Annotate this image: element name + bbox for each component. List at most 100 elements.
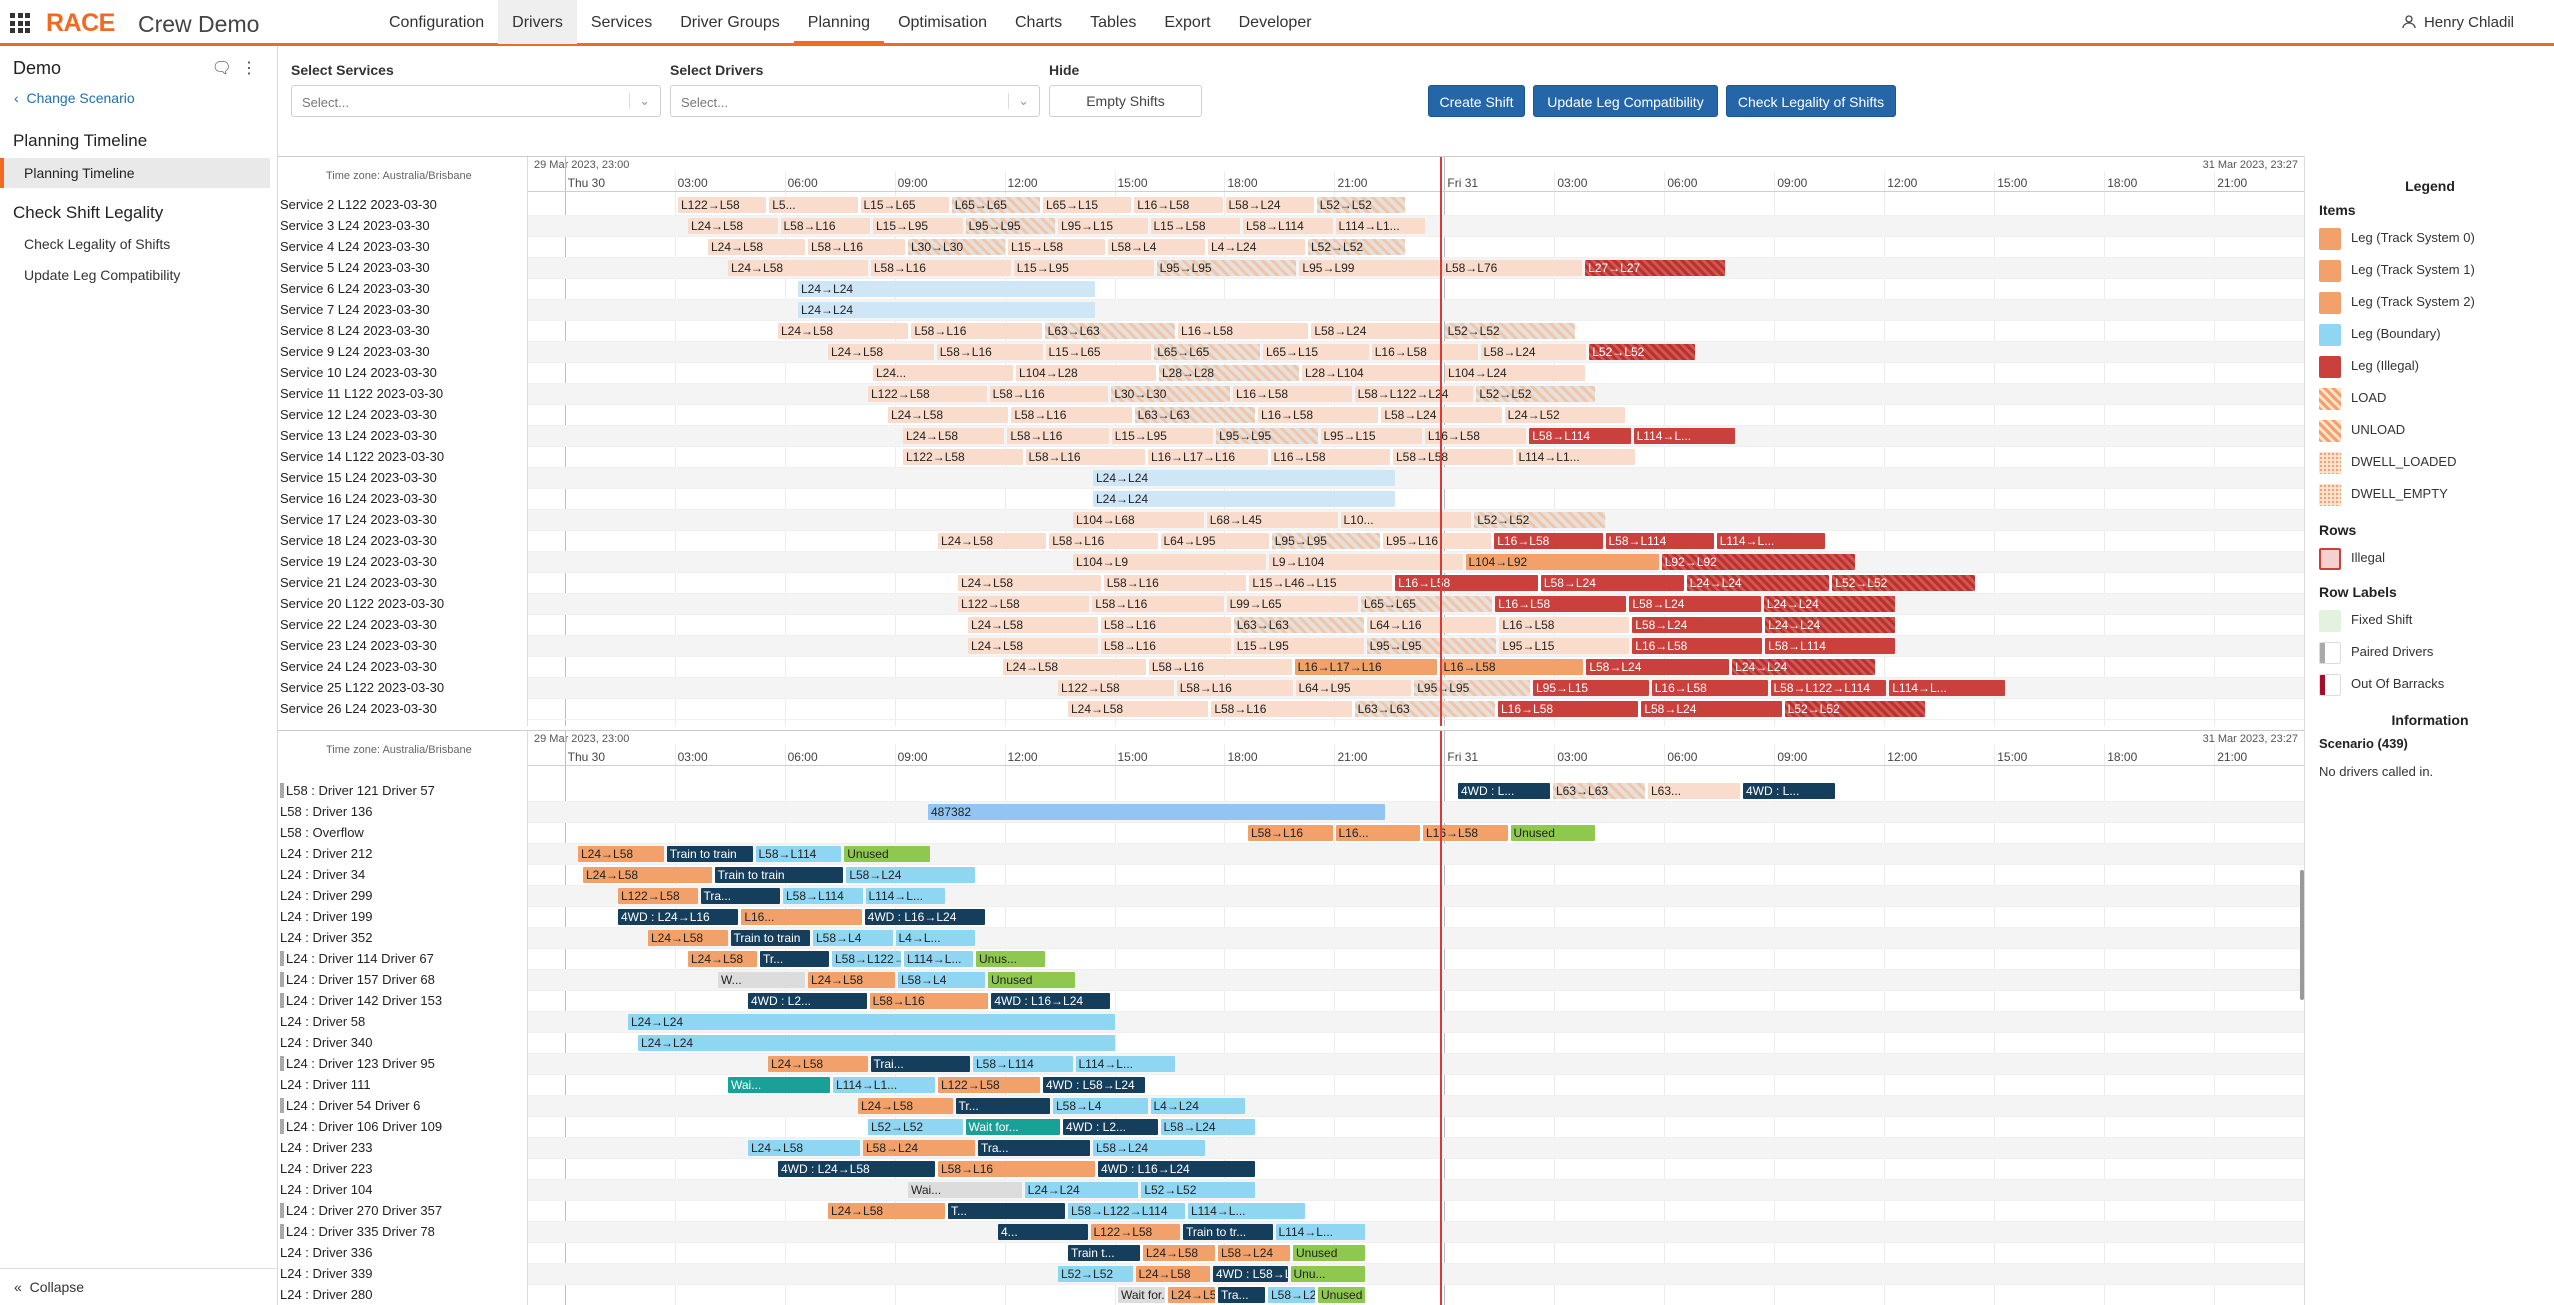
driver-row-label[interactable]: L24 : Driver 114 Driver 67 bbox=[280, 951, 434, 966]
driver-bar[interactable]: L52→L52 bbox=[868, 1119, 963, 1135]
driver-row[interactable] bbox=[528, 1201, 2304, 1222]
driver-row[interactable] bbox=[528, 802, 2304, 823]
service-row[interactable] bbox=[528, 699, 2304, 720]
service-bar[interactable]: L58→L16 bbox=[1176, 680, 1293, 696]
service-bar[interactable]: L52→L52 bbox=[1444, 323, 1575, 339]
driver-row-label[interactable]: L24 : Driver 280 bbox=[280, 1287, 373, 1302]
service-bar[interactable]: L52→L52 bbox=[1474, 512, 1605, 528]
service-bar[interactable]: L68→L45 bbox=[1206, 512, 1338, 528]
driver-row-label[interactable]: L24 : Driver 299 bbox=[280, 888, 373, 903]
service-row-label[interactable]: Service 11 L122 2023-03-30 bbox=[280, 386, 444, 401]
service-bar[interactable]: L104→L92 bbox=[1465, 554, 1659, 570]
service-row-label[interactable]: Service 22 L24 2023-03-30 bbox=[280, 617, 437, 632]
service-bar[interactable]: L95→L15 bbox=[1499, 638, 1630, 654]
service-bar[interactable]: L52→L52 bbox=[1832, 575, 1975, 591]
service-bar[interactable]: L58→L24 bbox=[1632, 617, 1763, 633]
service-bar[interactable]: L104→L24 bbox=[1445, 365, 1585, 381]
service-bar[interactable]: L27→L27 bbox=[1585, 260, 1725, 276]
services-select[interactable]: Select... ⌄ bbox=[291, 85, 661, 117]
service-bar[interactable]: L99→L65 bbox=[1226, 596, 1358, 612]
driver-bar[interactable]: 4WD : L24→L16 bbox=[618, 909, 739, 925]
service-row-label[interactable]: Service 23 L24 2023-03-30 bbox=[280, 638, 437, 653]
service-bar[interactable]: L16→L58 bbox=[1498, 701, 1639, 717]
nav-optimisation[interactable]: Optimisation bbox=[898, 14, 987, 31]
driver-row[interactable] bbox=[528, 907, 2304, 928]
driver-row-label[interactable]: L24 : Driver 336 bbox=[280, 1245, 373, 1260]
service-bar[interactable]: L24→L58 bbox=[778, 323, 909, 339]
driver-row[interactable] bbox=[528, 1264, 2304, 1285]
driver-bar[interactable]: Train to train bbox=[730, 930, 810, 946]
service-bar[interactable]: L58→L76 bbox=[1442, 260, 1583, 276]
service-row-label[interactable]: Service 21 L24 2023-03-30 bbox=[280, 575, 437, 590]
driver-bar[interactable]: Wait for... bbox=[1118, 1287, 1165, 1303]
service-bar[interactable]: L16→L58 bbox=[1134, 197, 1223, 213]
service-bar[interactable]: L114→L1... bbox=[1335, 218, 1425, 234]
service-row-label[interactable]: Service 17 L24 2023-03-30 bbox=[280, 512, 437, 527]
service-row[interactable] bbox=[528, 657, 2304, 678]
service-bar[interactable]: L65→L65 bbox=[1154, 344, 1260, 360]
service-bar[interactable]: L58→L114 bbox=[1765, 638, 1895, 654]
service-row-label[interactable]: Service 8 L24 2023-03-30 bbox=[280, 323, 430, 338]
sidebar-item-planning-timeline[interactable]: Planning Timeline bbox=[0, 158, 270, 188]
service-bar[interactable]: L24→L58 bbox=[828, 344, 934, 360]
service-row-label[interactable]: Service 4 L24 2023-03-30 bbox=[280, 239, 430, 254]
driver-bar[interactable]: L114→L1... bbox=[833, 1077, 935, 1093]
driver-bar[interactable]: L58→L16 bbox=[1248, 825, 1333, 841]
driver-bar[interactable]: L24→L58 bbox=[858, 1098, 953, 1114]
service-row[interactable] bbox=[528, 531, 2304, 552]
drivers-scrollbar[interactable] bbox=[2300, 870, 2304, 1000]
driver-bar[interactable]: L24→L58 bbox=[648, 930, 728, 946]
service-bar[interactable]: L15→L65 bbox=[860, 197, 949, 213]
driver-bar[interactable]: Unus... bbox=[976, 951, 1045, 967]
service-bar[interactable]: L24→L24 bbox=[1686, 575, 1830, 591]
service-bar[interactable]: L64→L95 bbox=[1295, 680, 1412, 696]
service-bar[interactable]: L63→L63 bbox=[1134, 407, 1255, 423]
service-bar[interactable]: L58→L16 bbox=[1092, 596, 1224, 612]
service-bar[interactable]: L58→L16 bbox=[1025, 449, 1145, 465]
service-bar[interactable]: L58→L24 bbox=[1540, 575, 1684, 591]
driver-bar[interactable]: L52→L52 bbox=[1058, 1266, 1133, 1282]
driver-bar[interactable]: L58→L24 bbox=[1160, 1119, 1255, 1135]
driver-row-label[interactable]: L24 : Driver 339 bbox=[280, 1266, 373, 1281]
service-bar[interactable]: L95→L95 bbox=[1156, 260, 1297, 276]
driver-bar[interactable]: 4... bbox=[998, 1224, 1088, 1240]
service-bar[interactable]: L16→L58 bbox=[1371, 344, 1478, 360]
service-bar[interactable]: L95→L95 bbox=[1366, 638, 1497, 654]
collapse-button[interactable]: « Collapse bbox=[14, 1279, 84, 1295]
driver-bar[interactable]: L24→L58 bbox=[768, 1056, 868, 1072]
service-bar[interactable]: L24→L24 bbox=[1765, 617, 1895, 633]
service-bar[interactable]: L30→L30 bbox=[1111, 386, 1230, 402]
driver-row[interactable] bbox=[528, 1285, 2304, 1305]
driver-row-label[interactable]: L58 : Driver 136 bbox=[280, 804, 373, 819]
comment-icon[interactable]: 🗨 bbox=[211, 60, 233, 77]
service-row[interactable] bbox=[528, 195, 2304, 216]
service-bar[interactable]: L122→L58 bbox=[868, 386, 987, 402]
driver-row-label[interactable]: L58 : Driver 121 Driver 57 bbox=[280, 783, 435, 798]
service-row[interactable] bbox=[528, 237, 2304, 258]
service-bar[interactable]: L65→L15 bbox=[1043, 197, 1132, 213]
service-bar[interactable]: L114→L... bbox=[1633, 428, 1735, 444]
driver-row-label[interactable]: L24 : Driver 352 bbox=[280, 930, 373, 945]
check-legality-button[interactable]: Check Legality of Shifts bbox=[1726, 85, 1896, 117]
driver-bar[interactable]: L4→L... bbox=[895, 930, 975, 946]
drivers-select[interactable]: Select... ⌄ bbox=[670, 85, 1040, 117]
driver-bar[interactable]: L114→L... bbox=[865, 888, 945, 904]
driver-bar[interactable]: L58→L16 bbox=[869, 993, 989, 1009]
service-bar[interactable]: L58→L24 bbox=[1225, 197, 1314, 213]
driver-row-label[interactable]: L24 : Driver 34 bbox=[280, 867, 366, 882]
driver-bar[interactable]: 4WD : L16→L24 bbox=[1098, 1161, 1255, 1177]
service-bar[interactable]: L30→L30 bbox=[908, 239, 1005, 255]
driver-bar[interactable]: Unused bbox=[988, 972, 1075, 988]
service-bar[interactable]: L122→L58 bbox=[958, 596, 1090, 612]
driver-bar[interactable]: L58→L16 bbox=[938, 1161, 1095, 1177]
service-bar[interactable]: L58→L4 bbox=[1108, 239, 1205, 255]
service-bar[interactable]: L24→L58 bbox=[888, 407, 1009, 423]
service-bar[interactable]: L58→L16 bbox=[808, 239, 905, 255]
service-bar[interactable]: L24→L58 bbox=[708, 239, 805, 255]
service-row-label[interactable]: Service 25 L122 2023-03-30 bbox=[280, 680, 445, 695]
service-bar[interactable]: L104→L9 bbox=[1073, 554, 1267, 570]
service-bar[interactable]: L24→L24 bbox=[1763, 596, 1895, 612]
service-row-label[interactable]: Service 16 L24 2023-03-30 bbox=[280, 491, 437, 506]
service-bar[interactable]: L58→L16 bbox=[1049, 533, 1158, 549]
service-bar[interactable]: L15→L95 bbox=[873, 218, 963, 234]
